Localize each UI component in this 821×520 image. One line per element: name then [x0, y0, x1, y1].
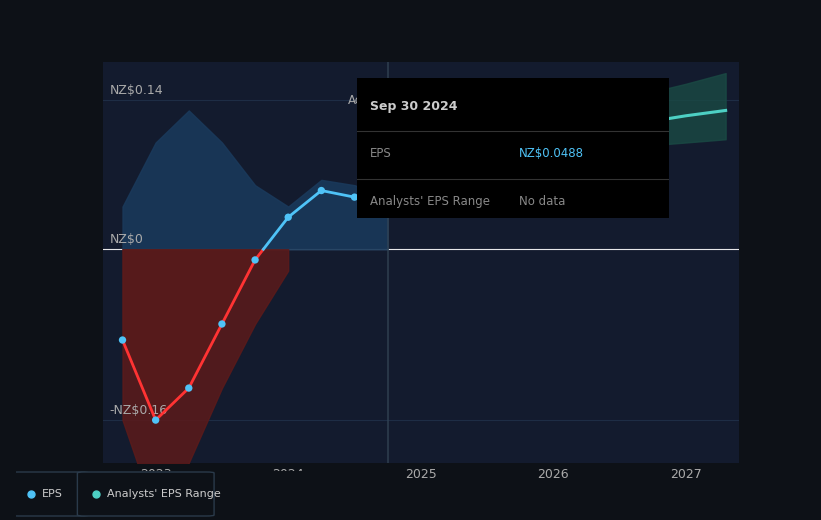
- Text: Actual: Actual: [348, 95, 385, 108]
- Text: NZ$0: NZ$0: [109, 233, 143, 246]
- Text: Analysts' EPS Range: Analysts' EPS Range: [369, 195, 489, 208]
- Text: EPS: EPS: [43, 489, 63, 499]
- Text: No data: No data: [520, 195, 566, 208]
- Text: NZ$0.14: NZ$0.14: [109, 84, 163, 97]
- Point: [149, 416, 163, 424]
- Point: [415, 176, 428, 184]
- Point: [249, 256, 262, 264]
- Text: Analysts Forecasts: Analysts Forecasts: [394, 95, 504, 108]
- Text: EPS: EPS: [369, 147, 392, 160]
- Point: [314, 186, 328, 194]
- Point: [381, 193, 394, 201]
- Point: [182, 384, 195, 392]
- Point: [116, 336, 129, 344]
- FancyBboxPatch shape: [77, 472, 214, 516]
- Point: [215, 320, 228, 328]
- Text: -NZ$0.16: -NZ$0.16: [109, 404, 167, 417]
- Point: [613, 122, 626, 131]
- Point: [547, 133, 560, 141]
- Text: Sep 30 2024: Sep 30 2024: [369, 99, 457, 112]
- Point: [480, 149, 493, 158]
- Text: Analysts' EPS Range: Analysts' EPS Range: [107, 489, 221, 499]
- Point: [348, 193, 361, 201]
- Point: [282, 213, 295, 222]
- FancyBboxPatch shape: [11, 472, 89, 516]
- Text: NZ$0.0488: NZ$0.0488: [520, 147, 585, 160]
